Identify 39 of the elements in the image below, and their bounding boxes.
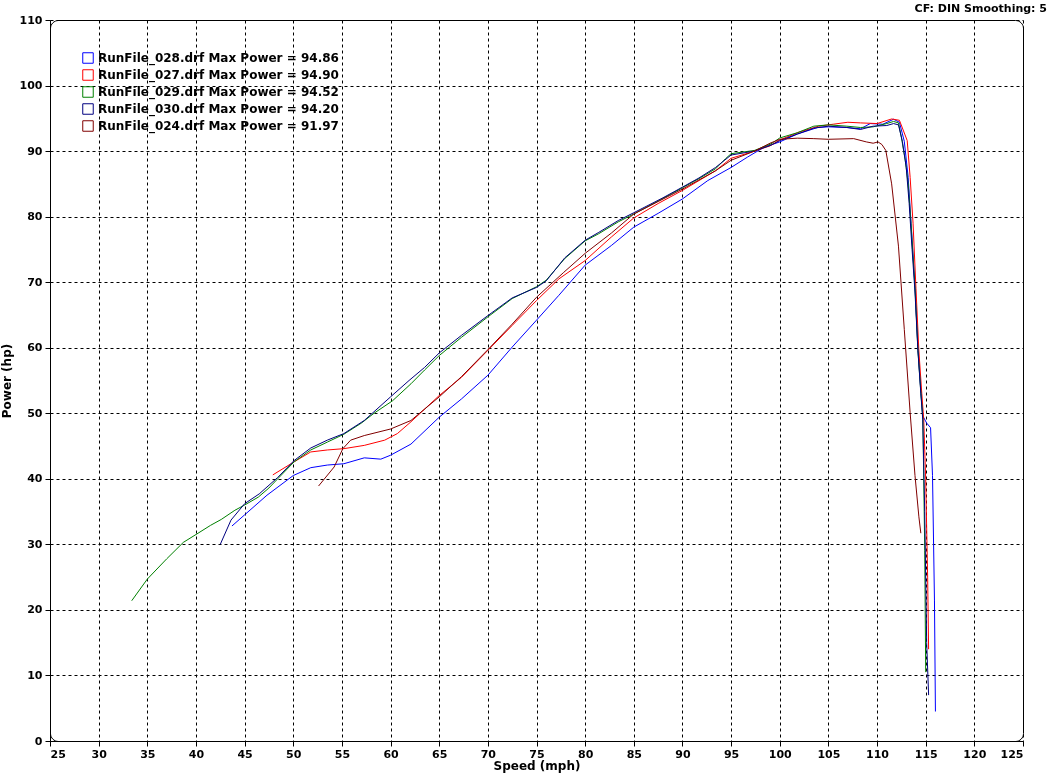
- x-tick-label: 30: [91, 747, 108, 761]
- x-tick-label: 125: [1000, 747, 1024, 761]
- x-tick-label: 70: [480, 747, 497, 761]
- x-tick-label: 50: [286, 747, 302, 761]
- y-tick-label: 20: [27, 603, 43, 617]
- x-tick-label: 115: [914, 747, 938, 761]
- y-tick-label: 110: [19, 13, 43, 27]
- x-tick-label: 80: [577, 747, 594, 761]
- x-tick-label: 35: [140, 747, 156, 761]
- legend-label: RunFile_030.drf Max Power = 94.20: [98, 102, 339, 117]
- legend-label: RunFile_028.drf Max Power = 94.86: [98, 51, 339, 66]
- line-series: [318, 137, 922, 534]
- x-tick-label: 95: [723, 747, 740, 761]
- y-tick-label: 70: [27, 275, 43, 289]
- x-tick-label: 60: [383, 747, 400, 761]
- y-tick-label: 10: [27, 668, 43, 682]
- y-tick-label: 80: [27, 210, 43, 224]
- y-tick-label: 60: [27, 341, 43, 355]
- x-tick-label: 40: [188, 747, 205, 761]
- x-tick-label: 110: [866, 747, 890, 761]
- y-tick-label: 50: [27, 406, 43, 420]
- x-tick-label: 25: [50, 747, 66, 761]
- x-tick-label: 65: [432, 747, 448, 761]
- y-tick-label: 30: [27, 537, 43, 551]
- y-tick-label: 40: [27, 472, 43, 486]
- x-axis-title: Speed (mph): [493, 758, 581, 773]
- x-tick-label: 90: [675, 747, 691, 761]
- x-tick-label: 100: [768, 747, 793, 761]
- x-tick-label: 85: [626, 747, 642, 761]
- text: CF: DIN Smoothing: 5: [914, 2, 1047, 15]
- y-tick-label: 0: [34, 734, 43, 748]
- x-tick-label: 105: [817, 747, 841, 761]
- x-tick-label: 120: [963, 747, 987, 761]
- y-tick-label: 100: [19, 79, 43, 93]
- y-tick-label: 90: [27, 144, 43, 158]
- x-tick-label: 75: [529, 747, 545, 761]
- x-tick-label: 45: [237, 747, 253, 761]
- y-axis-title: Power (hp): [0, 343, 14, 419]
- x-tick-label: 55: [334, 747, 351, 761]
